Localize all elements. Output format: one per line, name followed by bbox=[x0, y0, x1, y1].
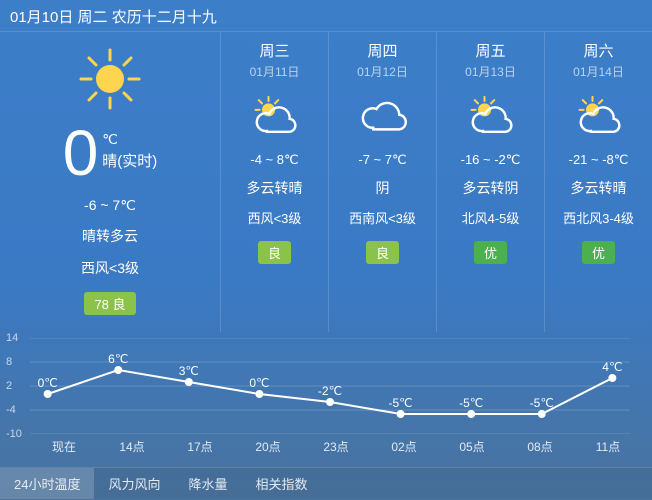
x-tick-label: 08点 bbox=[506, 438, 574, 455]
x-tick-label: 02点 bbox=[370, 438, 438, 455]
today-panel: 0 ℃ 晴(实时) -6 ~ 7℃ 晴转多云 西风<3级 78 良 bbox=[0, 32, 220, 332]
forecast-day[interactable]: 周六 01月14日 -21 ~ -8℃ 多云转晴 西北风3-4级 优 bbox=[544, 32, 652, 332]
tab-0[interactable]: 24小时温度 bbox=[0, 468, 94, 499]
tab-3[interactable]: 相关指数 bbox=[242, 468, 322, 499]
hourly-chart: -10-428140℃6℃3℃0℃-2℃-5℃-5℃-5℃4℃现在14点17点2… bbox=[0, 332, 652, 467]
weekday-label: 周六 bbox=[547, 40, 650, 61]
aqi-badge: 良 bbox=[366, 241, 399, 264]
condition-label: 多云转晴 bbox=[223, 178, 326, 198]
y-tick-label: 14 bbox=[6, 332, 18, 344]
date-label: 01月11日 bbox=[223, 63, 326, 80]
cloudy-icon bbox=[331, 94, 434, 142]
today-aqi-badge: 78 良 bbox=[84, 292, 135, 315]
today-range: -6 ~ 7℃ bbox=[0, 197, 220, 214]
wind-label: 西北风3-4级 bbox=[547, 208, 650, 227]
weekday-label: 周五 bbox=[439, 40, 542, 61]
tab-1[interactable]: 风力风向 bbox=[94, 468, 174, 499]
forecast-day[interactable]: 周四 01月12日 -7 ~ 7℃ 阴 西南风<3级 良 bbox=[328, 32, 436, 332]
x-tick-label: 05点 bbox=[438, 438, 506, 455]
partly-cloudy-icon bbox=[547, 94, 650, 142]
y-tick-label: 8 bbox=[6, 356, 12, 368]
wind-label: 西风<3级 bbox=[223, 208, 326, 227]
date-label: 01月13日 bbox=[439, 63, 542, 80]
condition-label: 阴 bbox=[331, 178, 434, 198]
forecast-day[interactable]: 周五 01月13日 -16 ~ -2℃ 多云转阴 北风4-5级 优 bbox=[436, 32, 544, 332]
current-condition: 晴(实时) bbox=[102, 150, 157, 171]
aqi-badge: 优 bbox=[474, 241, 507, 264]
x-labels: 现在14点17点20点23点02点05点08点11点 bbox=[30, 438, 642, 455]
forecast-day[interactable]: 周三 01月11日 -4 ~ 8℃ 多云转晴 西风<3级 良 bbox=[220, 32, 328, 332]
line-chart-svg bbox=[30, 338, 630, 434]
x-tick-label: 14点 bbox=[98, 438, 166, 455]
today-cond: 晴转多云 bbox=[0, 226, 220, 246]
weekday-label: 周四 bbox=[331, 40, 434, 61]
x-tick-label: 23点 bbox=[302, 438, 370, 455]
tab-2[interactable]: 降水量 bbox=[174, 468, 241, 499]
temp-range: -16 ~ -2℃ bbox=[439, 152, 542, 168]
y-tick-label: -10 bbox=[6, 428, 22, 440]
main-forecast: 0 ℃ 晴(实时) -6 ~ 7℃ 晴转多云 西风<3级 78 良 周三 01月… bbox=[0, 32, 652, 332]
temp-range: -7 ~ 7℃ bbox=[331, 152, 434, 168]
aqi-badge: 优 bbox=[582, 241, 615, 264]
today-wind: 西风<3级 bbox=[0, 258, 220, 278]
partly-cloudy-icon bbox=[439, 94, 542, 142]
weekday-label: 周三 bbox=[223, 40, 326, 61]
temp-unit: ℃ bbox=[102, 131, 157, 148]
wind-label: 西南风<3级 bbox=[331, 208, 434, 227]
forecast-list: 周三 01月11日 -4 ~ 8℃ 多云转晴 西风<3级 良 周四 01月12日… bbox=[220, 32, 652, 332]
x-tick-label: 17点 bbox=[166, 438, 234, 455]
temp-range: -21 ~ -8℃ bbox=[547, 152, 650, 168]
condition-label: 多云转阴 bbox=[439, 178, 542, 198]
partly-cloudy-icon bbox=[223, 94, 326, 142]
condition-label: 多云转晴 bbox=[547, 178, 650, 198]
x-tick-label: 20点 bbox=[234, 438, 302, 455]
current-temp: 0 ℃ 晴(实时) bbox=[0, 121, 220, 185]
chart-tabs: 24小时温度风力风向降水量相关指数 bbox=[0, 467, 652, 499]
temp-range: -4 ~ 8℃ bbox=[223, 152, 326, 168]
date-label: 01月12日 bbox=[331, 63, 434, 80]
x-tick-label: 现在 bbox=[30, 438, 98, 455]
temp-value: 0 bbox=[63, 121, 99, 185]
date-label: 01月14日 bbox=[547, 63, 650, 80]
aqi-badge: 良 bbox=[258, 241, 291, 264]
y-tick-label: 2 bbox=[6, 380, 12, 392]
wind-label: 北风4-5级 bbox=[439, 208, 542, 227]
header-date: 01月10日 周二 农历十二月十九 bbox=[0, 0, 652, 32]
x-tick-label: 11点 bbox=[574, 438, 642, 455]
y-tick-label: -4 bbox=[6, 404, 16, 416]
sunny-icon bbox=[0, 44, 220, 119]
